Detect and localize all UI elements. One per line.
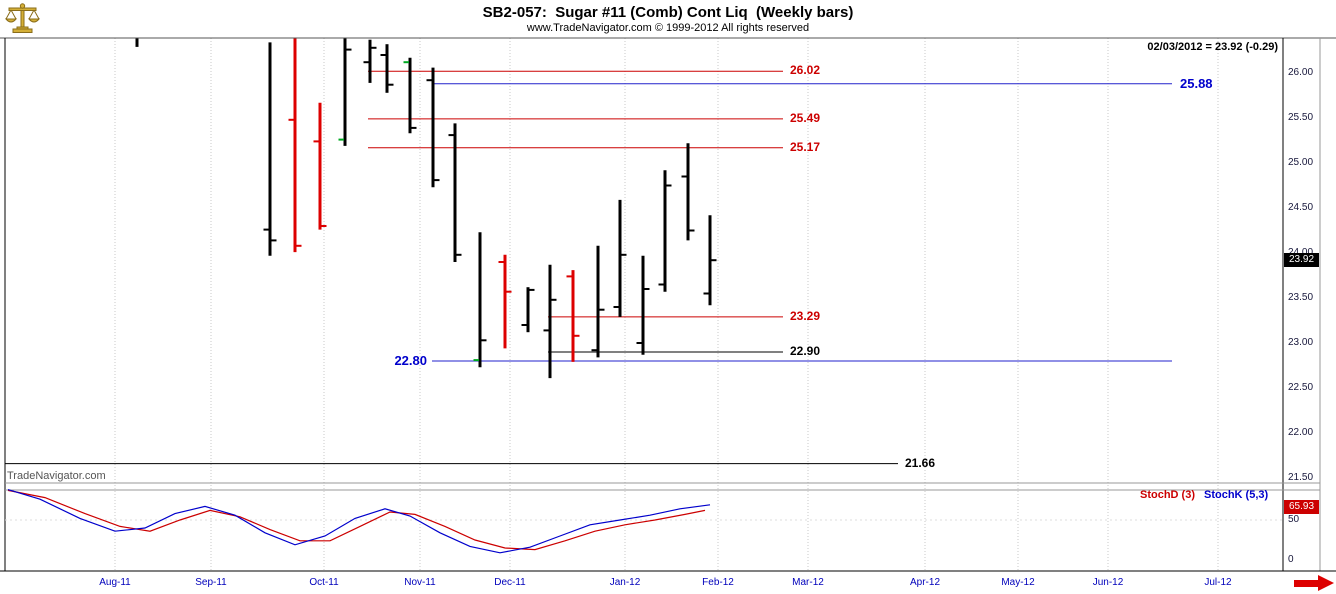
stochd-line <box>7 489 706 551</box>
last-price-box: 23.92 <box>1284 253 1319 268</box>
scroll-arrow-shaft[interactable] <box>1294 580 1318 587</box>
stoch-value-box: 65.93 <box>1284 500 1319 515</box>
stochk-line <box>7 489 711 554</box>
stochk-legend[interactable]: StochK (5,3) <box>1204 489 1269 501</box>
scales-logo <box>4 3 41 33</box>
copyright-subtitle: www.TradeNavigator.com © 1999-2012 All r… <box>526 22 810 34</box>
watermark-text: TradeNavigator.com <box>7 470 106 482</box>
chart-title: SB2-057: Sugar #11 (Comb) Cont Liq (Week… <box>482 4 854 21</box>
scroll-arrow-head-icon[interactable] <box>1318 575 1334 591</box>
stochd-legend[interactable]: StochD (3) <box>1140 489 1195 501</box>
last-quote-readout: 02/03/2012 = 23.92 (-0.29) <box>1147 41 1278 53</box>
